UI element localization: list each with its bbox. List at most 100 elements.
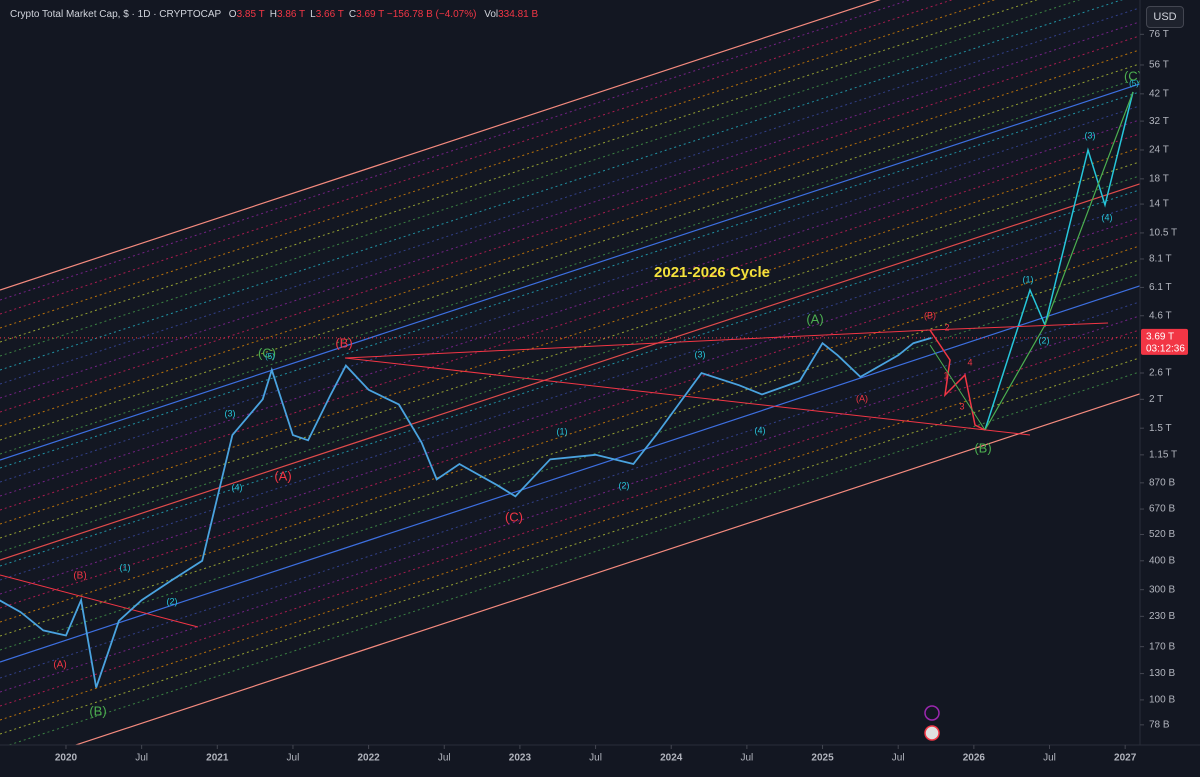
channel-dotted — [0, 245, 1141, 623]
wave-label: (C) — [505, 509, 523, 524]
countdown: 03:12:36 — [1146, 344, 1185, 355]
y-tick-label: 78 B — [1149, 719, 1170, 730]
ohlc-label: H — [269, 9, 277, 20]
currency-button[interactable]: USD — [1146, 6, 1184, 28]
x-tick-label: Jul — [589, 753, 602, 764]
price-tag-label: 3.69 T — [1146, 332, 1174, 343]
channel-dotted — [0, 21, 1141, 399]
channel-dotted — [0, 329, 1141, 707]
wave-label: (4) — [755, 425, 766, 435]
forecast — [0, 91, 1134, 628]
channel-line — [0, 83, 1141, 461]
channel-dotted — [0, 161, 1141, 539]
channel-dotted — [0, 0, 1038, 343]
y-tick-label: 2 T — [1149, 394, 1163, 405]
wave-label: (5) — [1129, 79, 1139, 88]
channel-dotted — [0, 189, 1141, 567]
channel-dotted — [0, 0, 996, 329]
ohlc-value: 3.66 T — [315, 9, 344, 20]
icon — [924, 725, 940, 741]
wave-label: (C) — [1124, 68, 1142, 83]
volume-label: Vol — [484, 9, 499, 20]
wave-label: (1) — [120, 562, 131, 572]
y-tick-label: 2.6 T — [1149, 368, 1172, 379]
y-tick-label: 10.5 T — [1149, 228, 1177, 239]
wave-label: (1) — [557, 426, 568, 436]
y-tick-label: 870 B — [1149, 477, 1175, 488]
wave-label: 4 — [967, 357, 972, 367]
wave-label: (3) — [1085, 130, 1096, 140]
forecast-cyan — [984, 91, 1134, 431]
price-line — [0, 337, 932, 688]
icon — [924, 705, 940, 721]
channel-dotted — [0, 0, 1081, 357]
trend-line — [344, 357, 1031, 436]
wave-label: 2021-2026 Cycle — [654, 264, 770, 281]
x-tick-label: Jul — [135, 753, 148, 764]
y-tick-label: 520 B — [1149, 529, 1175, 540]
wave-label: (B) — [974, 440, 991, 455]
wave-label: 3 — [959, 401, 964, 411]
channel-dotted — [0, 217, 1141, 595]
y-tick-label: 1.15 T — [1149, 449, 1177, 460]
time-axis — [0, 745, 1200, 777]
wave-label: (B) — [335, 335, 352, 350]
x-tick-label: Jul — [438, 753, 451, 764]
channel-line — [0, 0, 881, 291]
ohlc: O3.85 T H3.86 T L3.66 T C3.69 T — [224, 9, 384, 20]
channel-dotted — [0, 49, 1141, 427]
x-tick-label: Jul — [287, 753, 300, 764]
wave-label: (2) — [167, 596, 178, 606]
channel-dotted — [0, 259, 1141, 637]
x-tick-label: 2020 — [55, 753, 78, 764]
wave-label: (B) — [924, 310, 936, 320]
channel-dotted — [0, 77, 1141, 455]
volume: 334.81 B — [498, 9, 539, 20]
ohlc-label: O — [228, 9, 237, 20]
y-tick-label: 1.5 T — [1149, 423, 1172, 434]
channel-line — [0, 285, 1141, 663]
channel-dotted — [0, 343, 1141, 721]
ohlc-value: 3.85 T — [236, 9, 265, 20]
wave-label: (5) — [265, 352, 275, 361]
wave-label: (3) — [225, 408, 236, 418]
trend-line — [0, 574, 199, 628]
x-tick-label: Jul — [892, 753, 905, 764]
channel-dotted — [0, 105, 1141, 483]
channel-dotted — [0, 357, 1141, 735]
x-tick-label: 2022 — [357, 753, 380, 764]
channel-dotted — [0, 315, 1141, 693]
channel-dotted — [0, 7, 1141, 385]
y-tick-label: 6.1 T — [1149, 282, 1172, 293]
channel-dotted — [0, 63, 1141, 441]
y-tick-label: 130 B — [1149, 668, 1175, 679]
symbol: Crypto Total Market Cap, $ · 1D · CRYPTO… — [10, 9, 222, 20]
forecast-red — [929, 329, 986, 431]
x-tick-label: 2024 — [660, 753, 683, 764]
y-tick-label: 56 T — [1149, 60, 1169, 71]
channel-line — [0, 183, 1141, 561]
wave-label: (2) — [619, 480, 630, 490]
ohlc-value: 3.69 T — [356, 9, 385, 20]
x-tick-label: 2025 — [811, 753, 834, 764]
wave-label: 1 — [943, 370, 948, 380]
channel-line — [0, 393, 1141, 771]
wave-label: (A) — [806, 311, 823, 326]
price-tag — [1141, 328, 1188, 355]
channel-dotted — [0, 231, 1141, 609]
x-tick-label: Jul — [740, 753, 753, 764]
y-tick-label: 4.6 T — [1149, 310, 1172, 321]
wave-label: (4) — [232, 482, 243, 492]
wave-label: (2) — [1039, 335, 1050, 345]
x-tick-label: 2027 — [1114, 753, 1137, 764]
channel-dotted — [0, 203, 1141, 581]
x-tick-label: 2021 — [206, 753, 229, 764]
y-tick-label: 32 T — [1149, 116, 1169, 127]
y-tick-label: 14 T — [1149, 199, 1169, 210]
y-tick-label: 100 B — [1149, 695, 1175, 706]
channel-dotted — [0, 147, 1141, 525]
channel-dotted — [0, 371, 1141, 749]
price-axis — [1140, 0, 1200, 777]
wave-label: (B) — [73, 571, 86, 582]
